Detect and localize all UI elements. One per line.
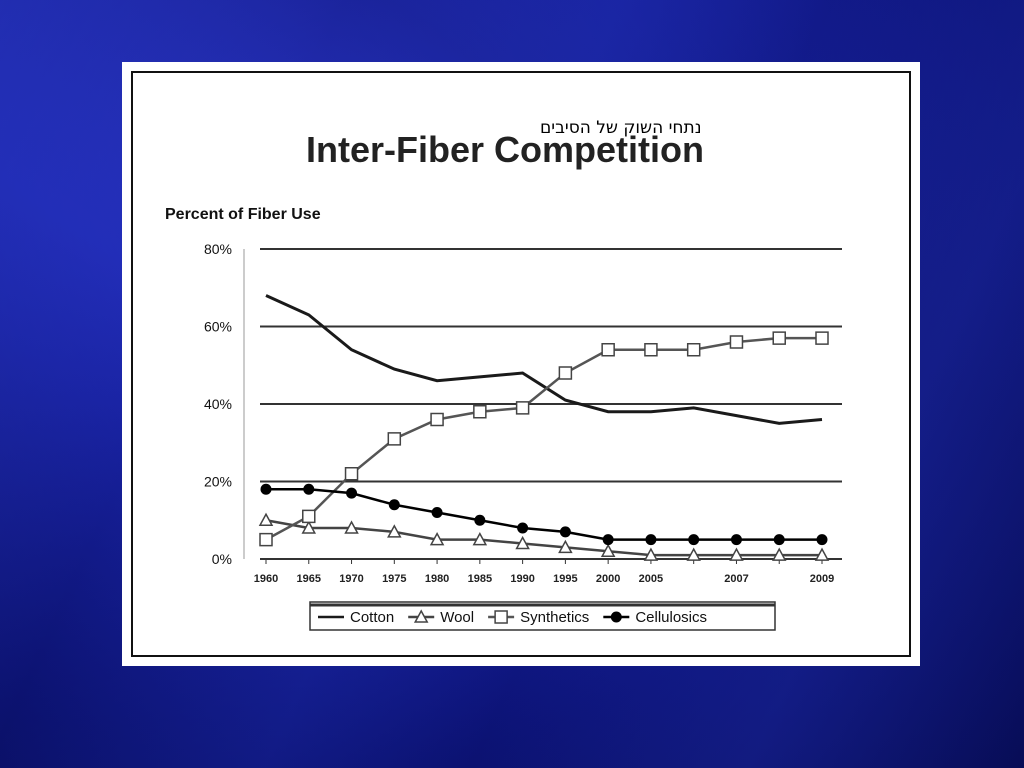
data-point-cellulosics [773, 534, 785, 546]
data-point-cellulosics [260, 483, 272, 495]
data-point-synthetics [302, 509, 316, 524]
series-line-cotton [265, 294, 823, 425]
y-tick-label: 80% [204, 241, 232, 257]
data-point-synthetics [601, 343, 615, 357]
legend-label-synthetics: Synthetics [520, 609, 589, 626]
series-line-wool [265, 519, 822, 557]
chart-frame [131, 71, 911, 657]
series-wool [258, 512, 830, 561]
data-point-cellulosics [388, 499, 400, 511]
data-point-wool [472, 532, 488, 546]
data-point-wool [600, 543, 616, 557]
series-line-cellulosics [266, 488, 822, 541]
x-tick-label: 1970 [339, 573, 363, 585]
legend-label-cotton: Cotton [350, 609, 394, 626]
data-point-cellulosics [645, 534, 657, 546]
data-point-cellulosics [517, 522, 529, 534]
gridlines [243, 248, 842, 560]
data-point-wool [429, 532, 445, 546]
data-point-wool [387, 524, 402, 538]
series-synthetics [259, 331, 829, 547]
data-point-cellulosics [474, 514, 486, 526]
data-point-wool [344, 520, 359, 534]
x-tick-label: 1965 [297, 573, 321, 585]
x-tick-label: 1980 [425, 573, 449, 585]
x-tick-label: 2005 [639, 573, 663, 585]
x-tick-label: 1990 [510, 573, 534, 585]
legend-box [309, 601, 776, 631]
data-point-cellulosics [346, 487, 358, 499]
series-cellulosics [260, 483, 828, 546]
data-point-synthetics [729, 335, 744, 349]
data-point-wool [814, 547, 830, 561]
data-point-cellulosics [602, 534, 614, 546]
x-tick-label: 1975 [382, 573, 406, 585]
chart-image: Inter-Fiber Competition Percent of Fiber… [122, 62, 920, 666]
data-point-wool [729, 547, 744, 561]
chart-title: Inter-Fiber Competition [306, 129, 704, 170]
data-point-wool [558, 539, 573, 554]
data-point-wool [515, 535, 530, 550]
legend-marker-cellulosics [610, 611, 622, 623]
data-point-synthetics [558, 366, 573, 380]
series-line-synthetics [265, 336, 822, 541]
legend-marker-wool [413, 609, 429, 623]
y-tick-label: 20% [204, 474, 232, 490]
data-point-wool [643, 547, 659, 561]
x-tick-label: 1985 [468, 573, 492, 585]
y-tick-label: 40% [204, 396, 232, 412]
data-point-cellulosics [816, 534, 828, 546]
data-point-synthetics [686, 343, 701, 357]
legend-marker-synthetics [494, 610, 508, 624]
y-tick-label: 60% [204, 319, 232, 335]
legend: Cotton Wool Synthetics Cellulosics [309, 601, 776, 631]
data-point-synthetics [259, 532, 273, 547]
series-cotton [265, 294, 823, 425]
overlay-hebrew-text: נתחי השוק של הסיבים [540, 118, 702, 138]
x-tick-label: 1960 [254, 573, 278, 585]
data-point-synthetics [430, 412, 444, 427]
data-point-wool [258, 512, 274, 526]
data-point-cellulosics [559, 526, 571, 538]
data-point-synthetics [515, 401, 530, 415]
data-point-cellulosics [688, 534, 700, 546]
legend-label-cellulosics: Cellulosics [635, 609, 707, 626]
data-point-wool [686, 547, 701, 561]
data-point-wool [771, 547, 787, 561]
data-point-synthetics [644, 343, 658, 357]
data-point-synthetics [473, 405, 487, 419]
legend-label-wool: Wool [440, 609, 474, 626]
data-point-synthetics [387, 432, 402, 446]
x-tick-label: 2000 [596, 573, 620, 585]
x-tick-label: 2007 [724, 573, 748, 585]
x-axis-ticks: 1960 1965 1970 1975 1980 1985 1990 1995 2000 2005… [254, 559, 834, 585]
y-axis-label: Percent of Fiber Use [165, 206, 321, 223]
data-point-synthetics [772, 331, 786, 345]
data-point-cellulosics [730, 534, 742, 546]
x-tick-label: 1995 [553, 573, 577, 585]
data-point-synthetics [344, 467, 359, 481]
data-point-cellulosics [431, 507, 443, 518]
x-tick-label: 2009 [810, 573, 834, 585]
line-chart: Inter-Fiber Competition Percent of Fiber… [165, 129, 842, 631]
y-tick-label: 0% [212, 551, 232, 567]
data-point-wool [301, 520, 317, 534]
data-point-cellulosics [303, 483, 315, 495]
y-axis-ticks: 0% 20% 40% 60% 80% [204, 241, 232, 567]
data-point-synthetics [815, 331, 829, 345]
series-lines [258, 294, 830, 561]
